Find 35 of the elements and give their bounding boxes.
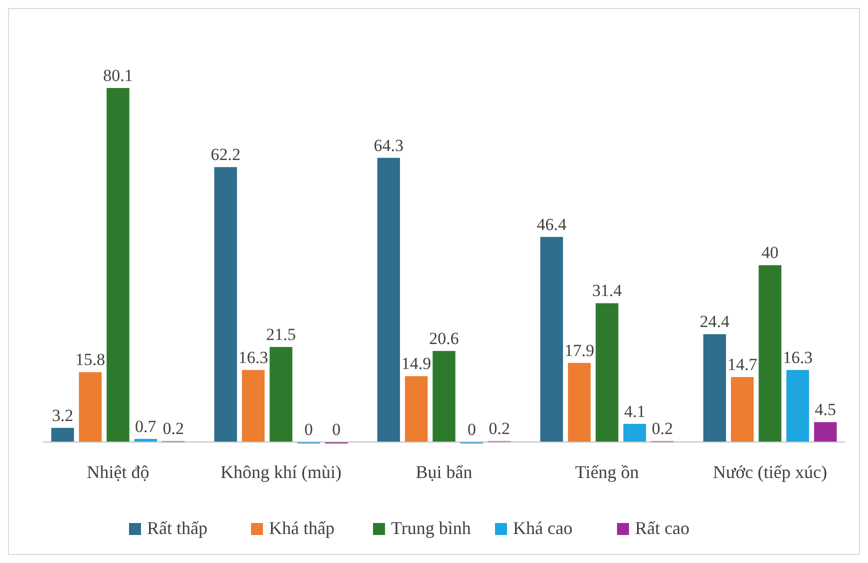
data-label: 0.2 bbox=[652, 419, 674, 438]
data-label: 21.5 bbox=[266, 324, 296, 344]
data-label: 46.4 bbox=[536, 214, 567, 234]
data-label: 14.9 bbox=[401, 354, 432, 374]
data-label: 62.2 bbox=[210, 145, 240, 164]
data-label: 80.1 bbox=[103, 66, 133, 85]
data-label: 24.4 bbox=[700, 312, 730, 332]
data-label: 4.1 bbox=[624, 402, 646, 421]
data-label: 0.2 bbox=[488, 419, 510, 438]
x-tick-label: Tiếng ồn bbox=[575, 462, 639, 482]
data-label: 0 bbox=[304, 420, 313, 439]
data-label: 31.4 bbox=[592, 281, 622, 300]
x-tick-label: Nhiệt độ bbox=[86, 462, 150, 482]
legend-label: Khá thấp bbox=[269, 518, 334, 538]
data-label: 17.9 bbox=[564, 340, 594, 360]
data-label: 64.3 bbox=[374, 136, 404, 155]
data-label: 0.7 bbox=[135, 416, 157, 436]
data-label: 15.8 bbox=[75, 350, 106, 370]
legend-label: Rất cao bbox=[635, 518, 690, 538]
x-tick-label: Nước (tiếp xúc) bbox=[712, 462, 828, 482]
data-label: 20.6 bbox=[429, 328, 459, 348]
data-label: 0 bbox=[332, 420, 341, 439]
legend-label: Rất thấp bbox=[147, 518, 208, 538]
x-tick-label: Không khí (mùi) bbox=[220, 462, 342, 482]
data-label: 0 bbox=[467, 420, 476, 439]
data-label: 14.7 bbox=[727, 355, 758, 374]
data-label: 4.5 bbox=[814, 400, 836, 420]
data-label: 3.2 bbox=[52, 406, 74, 425]
x-tick-label: Bụi bẩn bbox=[416, 462, 472, 482]
data-label: 16.3 bbox=[238, 348, 268, 367]
data-label: 40 bbox=[762, 243, 779, 262]
data-label: 16.3 bbox=[782, 348, 813, 367]
data-label: 0.2 bbox=[162, 419, 184, 438]
legend-label: Khá cao bbox=[513, 518, 572, 538]
legend-label: Trung bình bbox=[391, 518, 471, 538]
